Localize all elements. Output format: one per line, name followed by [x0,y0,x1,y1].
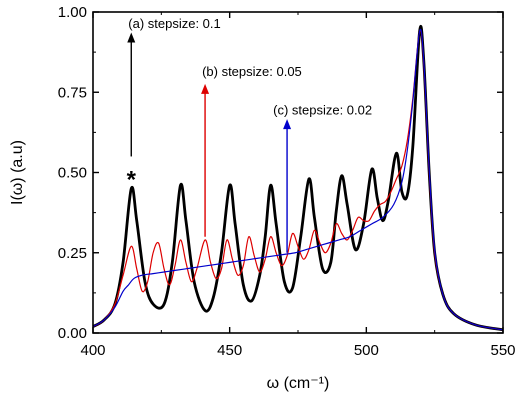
x-tick-label: 450 [217,342,242,359]
annotation-b: (b) stepsize: 0.05 [201,64,302,237]
annotation-b-label: (b) stepsize: 0.05 [202,64,302,79]
y-tick-label: 1.00 [58,4,87,21]
annotation-b-arrow-head [201,83,210,94]
series-layer [92,24,504,332]
annotation-a: (a) stepsize: 0.1 [127,16,221,157]
y-tick-label: 0.50 [58,165,87,182]
series-c-line [92,28,504,331]
annotation-a-arrow-head [127,32,136,43]
x-axis-title-text: ω (cm⁻¹) [267,375,330,392]
annotation-c-label: (c) stepsize: 0.02 [273,103,372,118]
series-b-line [92,29,504,331]
annotation-layer: (a) stepsize: 0.1 (b) stepsize: 0.05 (c) s… [127,16,372,253]
y-axis-title: I(ω) (a.u) [9,140,26,205]
x-tick-label: 400 [80,342,105,359]
y-tick-label: 0.00 [58,325,87,342]
annotation-c-arrow-head [283,119,292,130]
x-tick-label: 500 [354,342,379,359]
peak-marker-asterisk: * [127,167,137,194]
annotation-a-label: (a) stepsize: 0.1 [128,16,221,31]
axis-layer: 400 450 500 550 0.00 0.25 0.50 0.75 1.00 [58,4,515,359]
x-tick-label: 550 [490,342,515,359]
y-tick-label: 0.25 [58,245,87,262]
x-axis-title: ω (cm⁻¹) [267,375,330,392]
annotation-c: (c) stepsize: 0.02 [273,103,372,253]
y-tick-label: 0.75 [58,84,87,101]
